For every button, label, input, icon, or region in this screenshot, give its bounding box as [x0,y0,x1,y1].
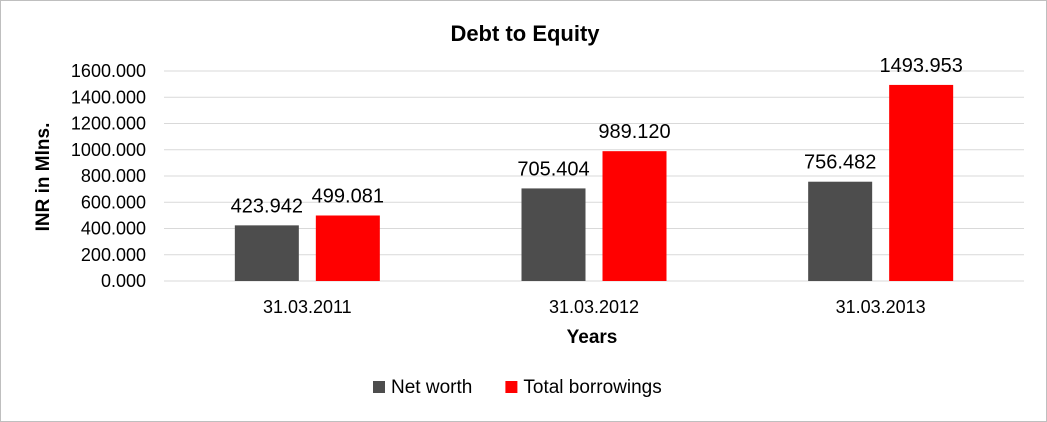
legend: Net worth Total borrowings [373,377,662,398]
x-axis-title: Years [567,327,618,348]
y-axis-ticks: 0.000 200.000 400.000 600.000 800.000 1000.00… [71,61,146,291]
bar-data-label: 1493.953 [879,55,962,77]
y-tick-label: 600.000 [81,192,146,212]
y-tick-label: 1400.000 [71,87,146,107]
bar-data-label: 756.482 [804,152,876,174]
chart-title: Debt to Equity [450,21,600,46]
legend-swatch [505,381,518,393]
legend-swatch [373,381,385,393]
y-tick-label: 200.000 [81,245,146,265]
x-tick-label: 31.03.2011 [263,297,352,317]
legend-label: Total borrowings [523,377,661,398]
bar-data-label: 989.120 [598,121,670,143]
bar [315,215,380,281]
legend-label: Net worth [391,377,472,398]
bar [808,181,873,281]
bar-data-label: 423.942 [231,195,303,217]
x-tick-label: 31.03.2012 [549,297,639,317]
bar [234,225,299,281]
x-axis-ticks: 31.03.2011 31.03.2012 31.03.2013 [263,297,926,317]
gridlines [164,70,1024,282]
y-tick-label: 1200.000 [71,114,146,134]
bar-data-label: 705.404 [517,158,589,180]
bar-data-labels: 423.942 499.081 705.404 989.120 756.482 1493.… [231,55,963,217]
y-tick-label: 1000.000 [71,140,146,160]
bar [889,84,954,281]
y-tick-label: 400.000 [81,219,146,239]
bar-data-label: 499.081 [312,185,384,207]
y-tick-label: 1600.000 [71,61,146,81]
bars [234,84,954,281]
bar [521,188,586,281]
y-tick-label: 0.000 [101,271,146,291]
x-tick-label: 31.03.2013 [836,297,926,317]
y-tick-label: 800.000 [81,166,146,186]
bar [602,151,667,281]
y-axis-title: INR in Mlns. [33,123,54,232]
